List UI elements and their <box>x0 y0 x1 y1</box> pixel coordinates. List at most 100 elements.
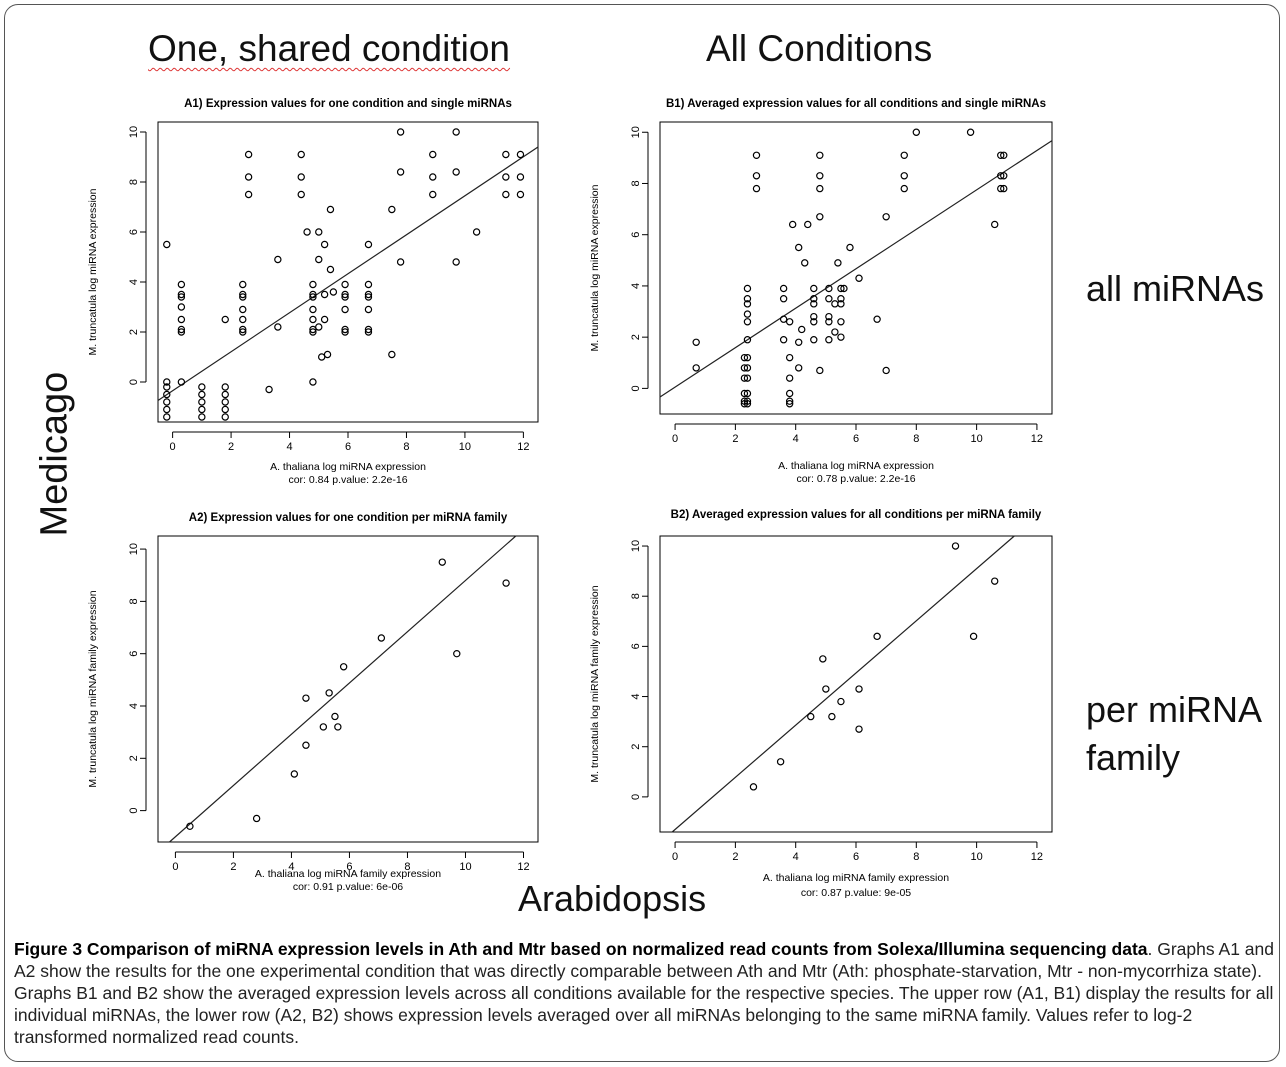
b1-data-point <box>752 172 761 180</box>
b1-data-point <box>816 184 824 193</box>
a1-data-point <box>265 385 273 394</box>
a1-data-point <box>364 328 373 336</box>
a2-y-tick-label: 8 <box>128 598 140 604</box>
b1-plot-box <box>659 121 1053 415</box>
b1-data-point <box>810 318 818 326</box>
b2-y-tick-label: 2 <box>630 744 642 750</box>
a1-data-point <box>221 398 229 406</box>
b1-x-label: A. thaliana log miRNA expression <box>778 460 934 472</box>
a1-x-tick-label: 12 <box>517 441 529 453</box>
b1-data-point <box>743 364 752 372</box>
header-one-shared-condition: One, shared condition <box>148 28 511 69</box>
a1-data-point <box>341 305 349 314</box>
b1-y-tick-label: 10 <box>630 126 642 138</box>
a1-data-point <box>239 293 247 301</box>
b1-y-tick-label: 8 <box>630 180 642 186</box>
b1-data-point <box>743 374 752 382</box>
a1-data-point <box>177 378 186 386</box>
b2-data-point <box>828 712 836 721</box>
b1-data-point <box>825 318 833 326</box>
b2-x-tick-label: 0 <box>672 851 678 863</box>
b2-x-tick-label: 10 <box>970 851 982 863</box>
b1-data-point <box>1000 151 1008 159</box>
b1-data-point <box>834 259 842 267</box>
row-label-per-mirna-family: per miRNA family <box>1086 686 1262 782</box>
b2-data-point <box>951 542 960 550</box>
a1-data-point <box>396 128 405 136</box>
a1-data-point <box>502 190 510 199</box>
a1-data-point <box>163 240 171 249</box>
b1-y-tick-label: 4 <box>630 283 642 289</box>
b2-stats: cor: 0.87 p.value: 9e-05 <box>801 887 911 899</box>
b1-data-point <box>743 336 752 344</box>
b1-data-point <box>740 389 749 398</box>
a1-data-point <box>452 258 460 266</box>
b1-data-point <box>831 300 839 308</box>
b1-data-point <box>825 284 833 293</box>
b2-data-point <box>991 577 999 585</box>
b1-stats: cor: 0.78 p.value: 2.2e-16 <box>796 473 915 485</box>
scatter-plots: A1) Expression values for one condition … <box>87 98 1053 899</box>
b2-regression-line <box>671 535 1015 833</box>
a1-data-point <box>177 315 186 324</box>
b2-data-point <box>873 632 881 641</box>
a1-data-point <box>320 240 329 249</box>
a1-y-tick-label: 2 <box>128 329 140 335</box>
a1-x-tick-label: 6 <box>345 441 351 453</box>
b2-y-tick-label: 0 <box>630 794 642 800</box>
b1-data-point <box>743 397 752 405</box>
a1-data-point <box>163 398 171 406</box>
a1-data-point <box>244 190 253 199</box>
a1-x-tick-label: 10 <box>459 441 471 453</box>
a2-x-tick-label: 8 <box>404 861 410 873</box>
b1-data-point <box>991 220 999 229</box>
b1-data-point <box>779 295 788 303</box>
a2-data-point <box>319 723 328 731</box>
b1-data-point <box>837 300 845 308</box>
a1-data-point <box>341 293 349 301</box>
a1-data-point <box>244 150 253 159</box>
a1-data-point <box>452 128 460 136</box>
species-x-label: Arabidopsis <box>518 878 707 919</box>
b1-data-point <box>692 364 700 372</box>
b1-data-point <box>810 284 818 293</box>
a2-data-point <box>331 712 339 721</box>
a1-data-point <box>341 328 349 336</box>
b1-data-point <box>997 172 1005 180</box>
b1-data-point <box>966 128 975 136</box>
a1-data-point <box>329 288 338 296</box>
a1-data-point <box>163 405 171 414</box>
a1-data-point <box>274 255 282 264</box>
b1-data-point <box>816 151 824 159</box>
a1-data-point <box>502 150 510 159</box>
a1-data-point <box>163 413 171 421</box>
a2-x-tick-label: 6 <box>346 861 352 873</box>
a2-data-point <box>377 634 386 642</box>
figure-frame <box>4 4 1280 1062</box>
a1-data-point <box>239 280 247 289</box>
b1-data-point <box>816 172 824 180</box>
a1-x-tick-label: 2 <box>228 441 234 453</box>
a1-data-point <box>452 168 460 176</box>
b1-data-point <box>743 318 752 326</box>
b2-y-tick-label: 10 <box>630 540 642 552</box>
b1-x-tick-label: 4 <box>793 433 799 445</box>
b1-data-point <box>837 318 845 326</box>
b2-data-point <box>749 783 758 791</box>
a2-x-tick-label: 10 <box>459 861 471 873</box>
b1-data-point <box>1000 172 1008 180</box>
b2-data-point <box>855 685 863 693</box>
row-label-per-mirna-family-line1: per miRNA <box>1086 689 1263 730</box>
a1-data-point <box>239 328 247 336</box>
b1-data-point <box>837 284 845 293</box>
b1-data-point <box>743 284 752 293</box>
a1-data-point <box>326 205 335 214</box>
a1-data-point <box>177 325 186 334</box>
a1-data-point <box>516 173 525 181</box>
caption-body: . Graphs A1 and A2 show the results for … <box>14 939 1274 1047</box>
a1-data-point <box>341 325 349 334</box>
b2-y-label: M. truncatula log miRNA family expressio… <box>589 585 601 782</box>
b1-data-point <box>825 312 833 321</box>
a1-data-point <box>472 228 481 236</box>
a1-data-point <box>198 390 206 399</box>
